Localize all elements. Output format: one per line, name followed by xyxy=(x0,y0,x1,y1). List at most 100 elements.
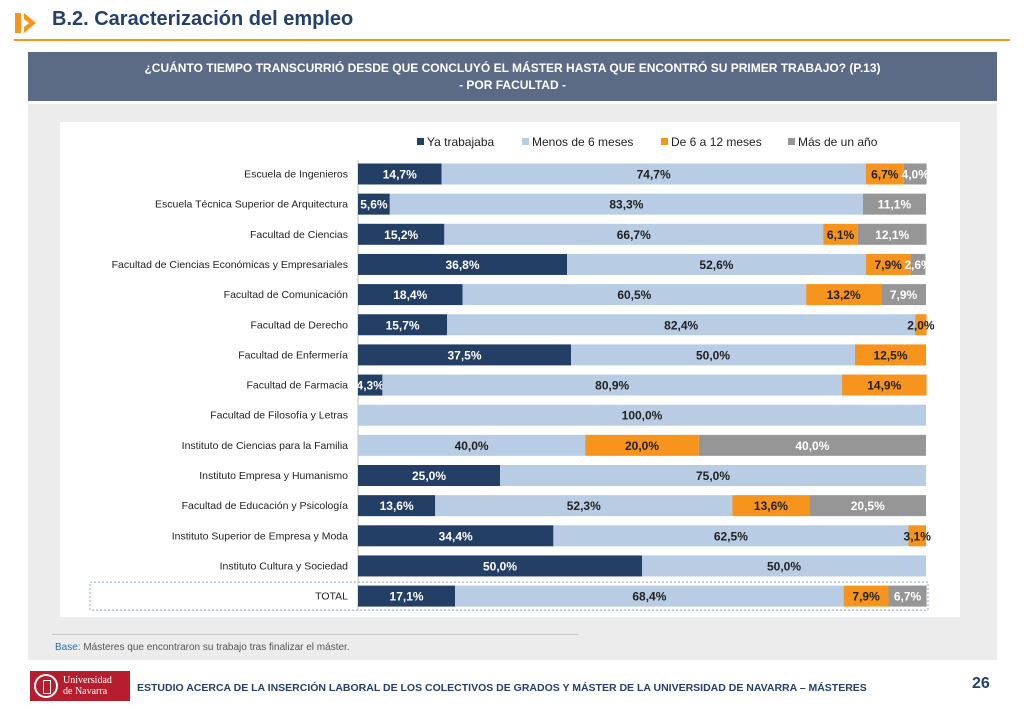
bar-segment xyxy=(903,163,927,185)
data-label: 12,1% xyxy=(875,228,909,242)
data-label: 18,4% xyxy=(393,288,427,302)
category-label: Instituto Empresa y Humanismo xyxy=(199,470,348,482)
data-label: 7,9% xyxy=(890,288,918,302)
data-label: 66,7% xyxy=(617,228,651,242)
bar-segment xyxy=(841,374,927,396)
bar-segment xyxy=(888,585,927,607)
bar-segment xyxy=(553,525,909,547)
bar-segment xyxy=(865,253,911,275)
bar-segment xyxy=(358,163,442,185)
university-logo: Universidad de Navarra xyxy=(30,671,130,701)
data-label: 40,0% xyxy=(795,439,829,453)
question-text: ¿CUÁNTO TIEMPO TRANSCURRIÓ DESDE QUE CON… xyxy=(144,61,881,75)
bar-segment xyxy=(358,253,568,275)
base-label: Base: xyxy=(55,642,81,653)
bar-segment xyxy=(358,404,926,426)
bar-segment xyxy=(389,193,863,215)
bar-segment xyxy=(698,434,926,456)
stacked-bar-chart: Ya trabajaba Menos de 6 meses De 6 a 12 me… xyxy=(60,122,960,617)
bar-segment xyxy=(500,465,926,486)
bar-segment xyxy=(642,555,926,577)
data-label: 7,9% xyxy=(875,258,903,272)
question-subtitle: - POR FACULTAD - xyxy=(459,78,566,92)
bar-segment xyxy=(806,284,882,306)
bar-segment xyxy=(358,344,571,366)
bar-segment xyxy=(862,193,926,215)
data-label: 6,1% xyxy=(827,228,855,242)
bar-segment xyxy=(865,163,904,185)
data-label: 82,4% xyxy=(664,318,698,332)
logo-line-2: de Navarra xyxy=(63,686,108,697)
data-label: 100,0% xyxy=(622,409,663,423)
footer-title: ESTUDIO ACERCA DE LA INSERCIÓN LABORAL D… xyxy=(137,682,867,694)
data-label: 60,5% xyxy=(617,288,651,302)
legend-label-0: Ya trabajaba xyxy=(427,135,494,149)
category-label: Facultad de Farmacia xyxy=(246,380,348,392)
bar-segment xyxy=(358,434,586,456)
data-label: 17,1% xyxy=(390,590,424,604)
data-label: 13,6% xyxy=(754,499,788,513)
category-label: Escuela Técnica Superior de Arquitectura xyxy=(155,199,348,211)
legend-swatch-2 xyxy=(661,138,668,145)
data-label: 25,0% xyxy=(412,469,446,483)
bar-segment xyxy=(908,525,926,547)
data-label: 14,7% xyxy=(383,168,417,182)
data-label: 14,9% xyxy=(867,379,901,393)
legend-label-2: De 6 a 12 meses xyxy=(671,135,762,149)
legend-swatch-3 xyxy=(788,138,795,145)
base-note: Base: Másteres que encontraron su trabaj… xyxy=(55,642,350,653)
bar-segment xyxy=(358,525,554,547)
category-label: Instituto Cultura y Sociedad xyxy=(220,560,349,572)
data-label: 37,5% xyxy=(447,348,481,362)
bar-segment xyxy=(441,163,866,185)
bar-segment xyxy=(855,344,926,366)
data-label: 34,4% xyxy=(439,529,473,543)
question-banner: ¿CUÁNTO TIEMPO TRANSCURRIÓ DESDE QUE CON… xyxy=(28,52,997,101)
data-label: 50,0% xyxy=(696,348,730,362)
data-label: 20,0% xyxy=(625,439,659,453)
bar-segment xyxy=(571,344,855,366)
data-label: 7,9% xyxy=(852,590,880,604)
category-label: Facultad de Comunicación xyxy=(224,289,348,301)
bar-segment xyxy=(382,374,842,396)
chevron-logo-icon xyxy=(15,13,36,33)
category-label: Facultad de Derecho xyxy=(251,319,349,331)
bar-segment xyxy=(455,585,844,607)
legend-label-1: Menos de 6 meses xyxy=(532,135,633,149)
data-label: 83,3% xyxy=(609,198,643,212)
bar-segment xyxy=(358,193,390,215)
bar-segment xyxy=(358,465,500,486)
data-label: 2,0% xyxy=(907,318,935,332)
data-label: 2,6% xyxy=(904,258,932,272)
bar-segment xyxy=(358,495,436,517)
logo-line-1: Universidad xyxy=(63,675,112,686)
bar-segment xyxy=(358,284,463,306)
data-label: 15,7% xyxy=(386,318,420,332)
base-divider xyxy=(52,634,578,635)
legend-label-3: Más de un año xyxy=(798,135,878,149)
bar-segment xyxy=(462,284,807,306)
category-label: Instituto de Ciencias para la Familia xyxy=(182,440,348,452)
page-number: 26 xyxy=(972,675,990,692)
bar-segment xyxy=(857,223,927,245)
bar-segment xyxy=(881,284,926,306)
data-label: 50,0% xyxy=(483,559,517,573)
bar-segment xyxy=(447,314,916,336)
data-label: 13,6% xyxy=(380,499,414,513)
data-label: 75,0% xyxy=(696,469,730,483)
category-label: Facultad de Ciencias Económicas y Empres… xyxy=(112,259,348,271)
category-label: Escuela de Ingenieros xyxy=(244,169,348,181)
data-label: 80,9% xyxy=(595,379,629,393)
bar-segment xyxy=(585,434,699,456)
base-text: Másteres que encontraron su trabajo tras… xyxy=(80,642,350,653)
bar-segment xyxy=(915,314,927,336)
data-label: 13,2% xyxy=(827,288,861,302)
category-label: TOTAL xyxy=(315,591,348,603)
bar-segment xyxy=(823,223,858,245)
data-label: 52,6% xyxy=(699,258,733,272)
data-label: 3,1% xyxy=(904,529,932,543)
bar-segment xyxy=(910,253,926,275)
bar-segment xyxy=(809,495,926,517)
data-label: 4,3% xyxy=(357,379,385,393)
data-label: 50,0% xyxy=(767,559,801,573)
